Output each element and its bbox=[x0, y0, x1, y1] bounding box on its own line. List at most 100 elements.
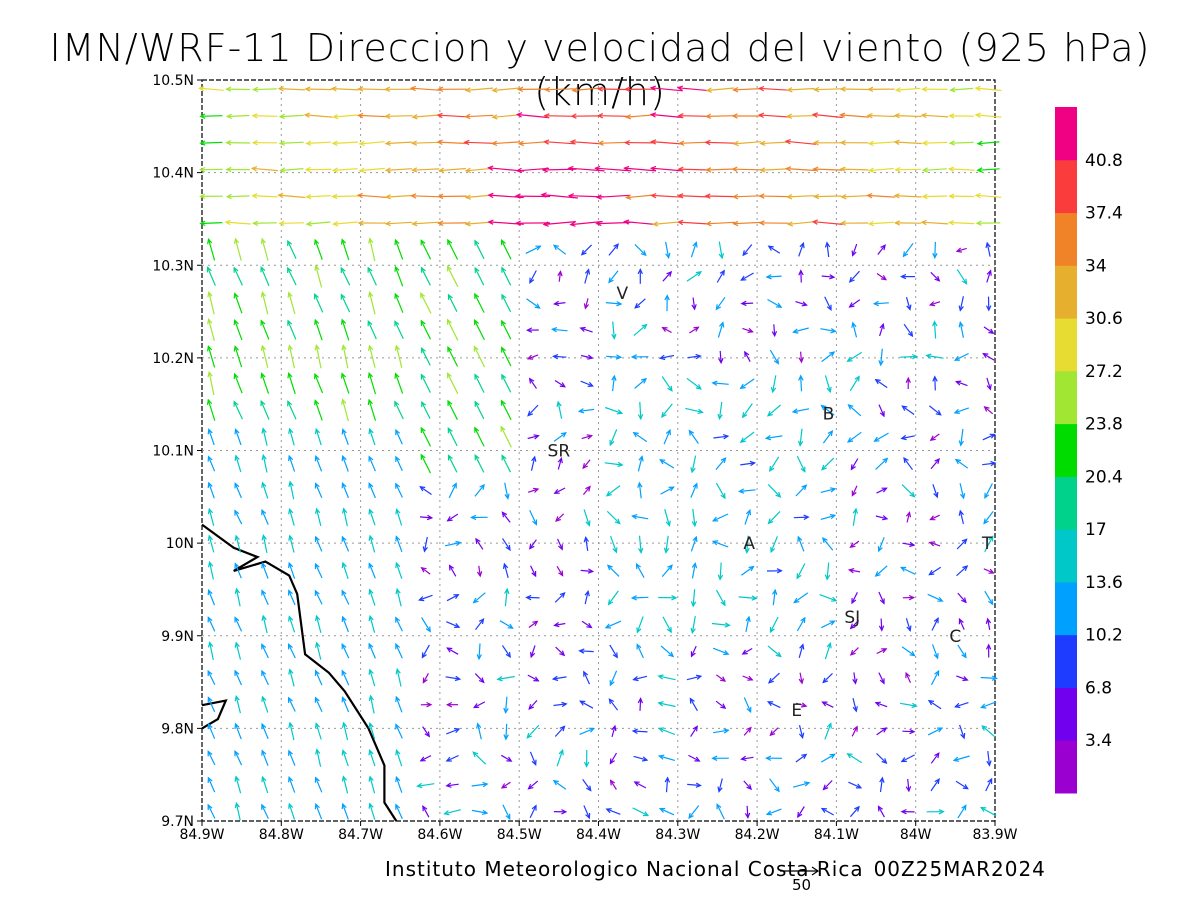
wind-vector-head bbox=[207, 507, 214, 515]
wind-vector-head bbox=[609, 758, 615, 765]
wind-vector bbox=[583, 805, 590, 819]
wind-vector bbox=[930, 514, 940, 521]
wind-vector bbox=[596, 221, 631, 225]
wind-vector-head bbox=[252, 86, 259, 93]
wind-vector bbox=[821, 620, 835, 629]
wind-vector-head bbox=[315, 641, 321, 648]
wind-vector-head bbox=[630, 354, 638, 360]
wind-vector bbox=[799, 672, 803, 684]
wind-vector bbox=[638, 482, 642, 499]
wind-vector-head bbox=[893, 193, 900, 199]
wind-vector bbox=[471, 809, 488, 814]
wind-vector-head bbox=[368, 694, 374, 702]
wind-vector bbox=[849, 270, 860, 283]
wind-vector bbox=[636, 616, 644, 633]
reference-vector-label: 50 bbox=[792, 876, 811, 894]
wind-vector bbox=[207, 617, 216, 632]
wind-vector bbox=[930, 271, 940, 282]
y-tick-label: 9.9N bbox=[161, 629, 194, 645]
wind-vector-head bbox=[277, 192, 284, 199]
wind-vector bbox=[492, 114, 520, 118]
wind-vector-head bbox=[650, 139, 657, 145]
wind-vector bbox=[878, 537, 885, 552]
wind-vector-head bbox=[527, 784, 534, 790]
wind-vector-head bbox=[368, 237, 374, 244]
wind-vector-head bbox=[776, 302, 783, 308]
wind-vector bbox=[342, 455, 349, 472]
wind-vector bbox=[715, 700, 726, 709]
wind-vector-head bbox=[261, 775, 267, 783]
wind-vector-head bbox=[341, 643, 347, 650]
wind-vector-head bbox=[928, 569, 935, 576]
wind-vector bbox=[658, 675, 676, 681]
wind-vector bbox=[278, 88, 305, 91]
wind-vector-head bbox=[632, 431, 639, 438]
wind-vector bbox=[234, 617, 243, 632]
wind-vector bbox=[499, 620, 513, 629]
wind-vector-head bbox=[902, 251, 909, 258]
wind-vector-head bbox=[207, 750, 213, 757]
wind-vector bbox=[632, 596, 649, 599]
wind-vector bbox=[585, 537, 589, 551]
wind-vector-head bbox=[822, 784, 829, 791]
colorbar-swatch bbox=[1055, 634, 1077, 688]
colorbar-level-label: 13.6 bbox=[1085, 573, 1123, 593]
wind-vector bbox=[824, 296, 832, 311]
wind-vector-head bbox=[491, 140, 498, 147]
wind-vector-head bbox=[988, 599, 994, 606]
wind-vector-head bbox=[529, 277, 535, 284]
wind-vector-head bbox=[314, 372, 319, 380]
wind-vector bbox=[760, 141, 789, 145]
wind-vector-head bbox=[578, 648, 585, 654]
wind-vector bbox=[474, 240, 485, 260]
wind-vector-head bbox=[608, 277, 614, 284]
wind-vector bbox=[715, 296, 726, 310]
wind-vector-head bbox=[561, 701, 568, 708]
wind-vector-head bbox=[447, 318, 452, 325]
wind-vector bbox=[472, 751, 487, 765]
wind-vector-head bbox=[207, 722, 213, 730]
wind-vector bbox=[636, 644, 644, 659]
wind-vector-head bbox=[665, 252, 671, 260]
wind-vector-head bbox=[288, 668, 294, 675]
wind-vector-head bbox=[394, 372, 400, 379]
wind-vector-head bbox=[932, 320, 938, 327]
colorbar-swatch bbox=[1055, 107, 1077, 161]
wind-vector-head bbox=[305, 193, 312, 200]
wind-vector-head bbox=[341, 669, 347, 676]
wind-vector-head bbox=[225, 86, 232, 92]
wind-vector bbox=[252, 167, 279, 172]
wind-vector-head bbox=[739, 383, 746, 390]
wind-vector bbox=[446, 754, 459, 762]
wind-vector bbox=[444, 541, 461, 547]
wind-vector-head bbox=[879, 776, 885, 783]
wind-vector-head bbox=[420, 426, 426, 434]
wind-vector-head bbox=[874, 571, 881, 577]
wind-vector bbox=[474, 427, 485, 447]
y-tick-label: 10.4N bbox=[152, 166, 194, 182]
wind-vector bbox=[598, 141, 629, 144]
wind-vector bbox=[579, 727, 595, 735]
wind-vector bbox=[504, 589, 508, 607]
wind-vector-head bbox=[426, 701, 433, 708]
wind-vector-head bbox=[638, 455, 644, 462]
wind-vector bbox=[261, 776, 269, 794]
wind-vector-head bbox=[506, 756, 513, 762]
wind-vector-head bbox=[552, 779, 559, 786]
wind-vector bbox=[261, 696, 269, 713]
wind-vector bbox=[501, 240, 512, 260]
wind-vector-head bbox=[368, 562, 374, 569]
wind-vector bbox=[976, 194, 1002, 198]
wind-vector-head bbox=[341, 428, 347, 435]
wind-vector-head bbox=[448, 564, 455, 571]
wind-vector bbox=[950, 141, 974, 144]
wind-vector bbox=[419, 594, 433, 601]
wind-vector-head bbox=[358, 167, 365, 173]
wind-vector bbox=[795, 484, 807, 497]
wind-vector-head bbox=[958, 617, 964, 625]
wind-vector-head bbox=[314, 562, 320, 570]
wind-vector-head bbox=[928, 541, 936, 547]
wind-vector-head bbox=[976, 167, 983, 173]
wind-vector bbox=[632, 807, 649, 817]
wind-vector-head bbox=[535, 245, 542, 251]
